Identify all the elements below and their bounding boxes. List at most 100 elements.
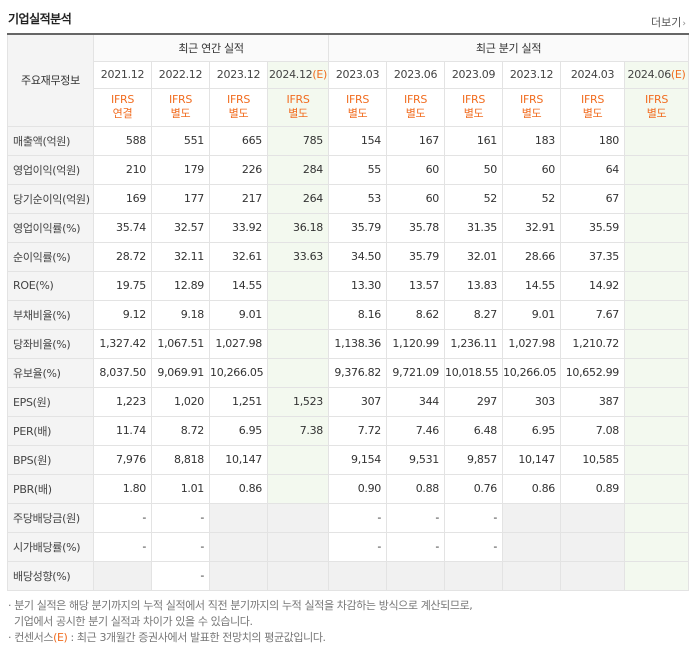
table-cell — [93, 560, 152, 591]
table-row: 순이익률(%) 28.72 32.11 32.61 33.63 34.50 35.79 32.… — [7, 241, 690, 272]
table-cell: 7,976 — [93, 444, 152, 475]
row-label: BPS(원) — [7, 444, 94, 475]
table-cell — [266, 531, 330, 562]
period-label: 2024.12 — [268, 68, 313, 81]
table-cell: 36.18 — [266, 212, 330, 243]
row-label: 부채비율(%) — [7, 299, 94, 330]
period-label: 2023.09 — [451, 68, 496, 81]
footnote-3: · 컨센서스(E) : 최근 3개월간 증권사에서 발표한 전망치의 평균값입니… — [8, 630, 688, 646]
more-label: 더보기 — [651, 16, 682, 29]
table-cell: 14.55 — [502, 270, 562, 301]
accounting-type: 별도 — [405, 107, 426, 120]
period-header: 2023.06 — [386, 60, 446, 89]
table-cell: 9.12 — [93, 299, 152, 330]
table-row: 당좌비율(%) 1,327.42 1,067.51 1,027.98 1,138.36 1… — [7, 328, 690, 359]
table-cell — [624, 444, 690, 475]
table-cell: - — [93, 502, 152, 533]
table-cell: 284 — [266, 154, 330, 185]
row-label: 순이익률(%) — [7, 241, 94, 272]
table-cell: 10,018.55 — [444, 357, 504, 388]
table-cell: 9,154 — [328, 444, 388, 475]
table-row: 주당배당금(원) - - - - - — [7, 502, 690, 533]
table-cell: 10,266.05 — [209, 357, 268, 388]
table-cell — [502, 531, 562, 562]
table-cell: 1,251 — [209, 386, 268, 417]
period-header: 2023.12 — [502, 60, 562, 89]
accounting-basis: IFRS 별도 — [624, 87, 690, 127]
accounting-standard: IFRS — [111, 93, 134, 106]
group-annual-header: 최근 연간 실적 — [92, 33, 330, 62]
table-cell: 32.57 — [151, 212, 210, 243]
table-cell: 35.74 — [93, 212, 152, 243]
table-cell: 7.67 — [560, 299, 626, 330]
accounting-standard: IFRS — [520, 93, 544, 106]
table-cell: - — [328, 502, 388, 533]
table-cell — [624, 328, 690, 359]
estimate-marker: (E) — [670, 68, 686, 81]
accounting-standard: IFRS — [346, 93, 370, 106]
table-cell: 665 — [209, 125, 268, 156]
chevron-right-icon: › — [682, 19, 686, 29]
accounting-basis: IFRS 별도 — [444, 87, 504, 127]
table-cell — [444, 560, 504, 591]
accounting-standard: IFRS — [227, 93, 250, 106]
table-cell — [624, 560, 690, 591]
period-label: 2023.03 — [335, 68, 380, 81]
table-row: 유보율(%) 8,037.50 9,069.91 10,266.05 9,376.82 9… — [7, 357, 690, 388]
row-label: 당기순이익(억원) — [7, 183, 94, 214]
table-cell — [266, 299, 330, 330]
table-cell — [624, 473, 690, 504]
table-row: 영업이익(억원) 210 179 226 284 55 60 50 60 64 — [7, 154, 690, 185]
footnote-2: 기업에서 공시한 분기 실적과 차이가 있을 수 있습니다. — [14, 615, 253, 628]
table-cell — [502, 502, 562, 533]
table-cell: 34.50 — [328, 241, 388, 272]
table-cell: 35.78 — [386, 212, 446, 243]
table-cell: 180 — [560, 125, 626, 156]
accounting-type: 별도 — [463, 107, 484, 120]
table-cell: 6.95 — [209, 415, 268, 446]
table-cell: 32.01 — [444, 241, 504, 272]
table-cell: 64 — [560, 154, 626, 185]
accounting-type: 별도 — [521, 107, 542, 120]
table-cell: - — [151, 531, 210, 562]
period-label: 2023.12 — [216, 68, 261, 81]
accounting-standard: IFRS — [404, 93, 428, 106]
row-label: 주당배당금(원) — [7, 502, 94, 533]
accounting-standard: IFRS — [462, 93, 486, 106]
accounting-standard: IFRS — [286, 93, 310, 106]
period-header: 2024.03 — [560, 60, 626, 89]
accounting-type: 별도 — [228, 107, 249, 120]
table-cell: 1,027.98 — [502, 328, 562, 359]
table-cell — [624, 357, 690, 388]
table-cell: 13.57 — [386, 270, 446, 301]
table-cell: 7.08 — [560, 415, 626, 446]
table-cell — [502, 560, 562, 591]
table-cell: 9,721.09 — [386, 357, 446, 388]
table-cell: 8,818 — [151, 444, 210, 475]
accounting-basis: IFRS 별도 — [502, 87, 562, 127]
table-cell — [624, 386, 690, 417]
row-label: EPS(원) — [7, 386, 94, 417]
table-cell — [624, 183, 690, 214]
table-cell — [624, 154, 690, 185]
table-cell: - — [151, 502, 210, 533]
table-cell — [266, 357, 330, 388]
more-link[interactable]: 더보기› — [651, 14, 686, 30]
table-cell: 10,147 — [502, 444, 562, 475]
table-row: BPS(원) 7,976 8,818 10,147 9,154 9,531 9,857 10,… — [7, 444, 690, 475]
row-label: 영업이익(억원) — [7, 154, 94, 185]
table-row: EPS(원) 1,223 1,020 1,251 1,523 307 344 297 303 38… — [7, 386, 690, 417]
table-cell: 13.83 — [444, 270, 504, 301]
table-cell: - — [386, 531, 446, 562]
table-cell — [624, 241, 690, 272]
table-cell: 551 — [151, 125, 210, 156]
table-cell: 53 — [328, 183, 388, 214]
accounting-type: 연결 — [112, 107, 133, 120]
footnote-3-pre: · 컨센서스 — [8, 631, 54, 644]
table-cell: 210 — [93, 154, 152, 185]
period-header: 2024.12(E) — [266, 60, 330, 89]
table-cell — [560, 560, 626, 591]
table-cell — [624, 125, 690, 156]
table-cell: 8,037.50 — [93, 357, 152, 388]
table-cell: 10,266.05 — [502, 357, 562, 388]
